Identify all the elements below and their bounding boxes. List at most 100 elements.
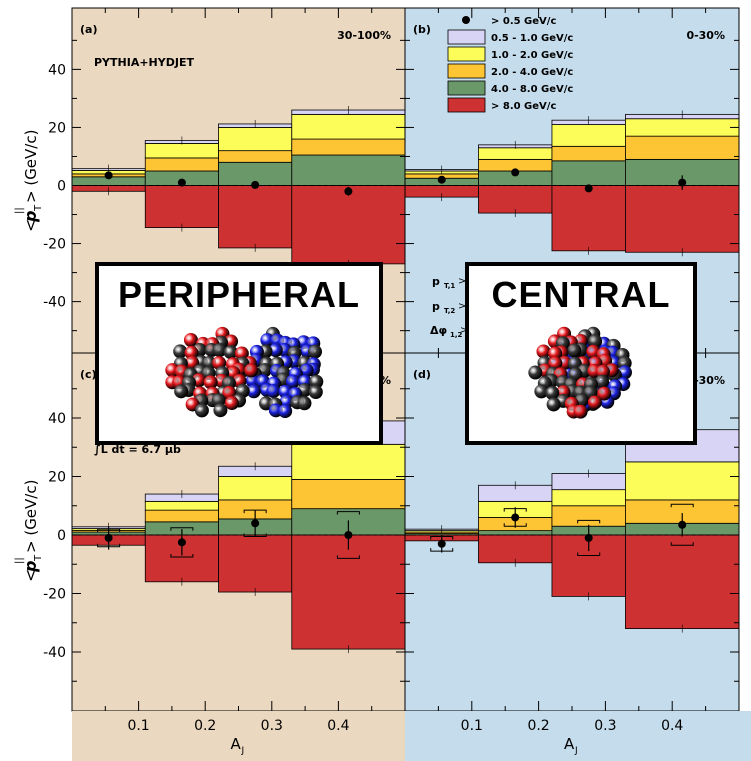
nucleon [285, 374, 300, 389]
x-tick-label: 0.4 [327, 718, 349, 734]
bar-segment [478, 147, 553, 160]
data-point [104, 171, 113, 180]
bar-segment [551, 185, 626, 252]
y-tick-label: -40 [43, 295, 66, 311]
bar-segment [218, 476, 293, 501]
peripheral-label: PERIPHERAL [117, 274, 361, 315]
cut-labels: p T,1 > p T,2 > Δφ 1,2 > [430, 275, 468, 339]
nucleon [260, 333, 275, 348]
x-axis-label: A [231, 735, 242, 753]
legend-marker [462, 16, 470, 24]
bar-segment [218, 185, 293, 249]
data-point [344, 531, 353, 539]
data-point [344, 187, 353, 196]
bar-segment [291, 479, 406, 510]
y-label-unit: > (GeV/c) [22, 130, 40, 203]
bar-segment [625, 185, 740, 253]
data-point [437, 175, 446, 184]
y-tick-label: 20 [48, 470, 66, 486]
nucleon [546, 397, 561, 412]
data-point [104, 533, 113, 542]
svg-text:1,2: 1,2 [450, 331, 463, 339]
bar-segment [625, 135, 740, 160]
x-tick-label: 0.2 [194, 718, 216, 734]
bar-segment [218, 150, 293, 163]
nucleon [268, 343, 283, 358]
x-tick-label: 0.4 [661, 718, 683, 734]
bar-segment [291, 154, 406, 186]
y-label-unit: > (GeV/c) [22, 480, 40, 553]
x-axis-label: A [564, 735, 575, 753]
panel-tag: (c) [80, 368, 97, 381]
y-label-sub: T [33, 554, 44, 562]
legend-entry: 4.0 - 8.0 GeV/c [491, 84, 573, 95]
bar-segment [551, 124, 626, 147]
systematic-bracket [336, 511, 360, 559]
svg-text:>: > [458, 276, 466, 287]
nucleon [548, 346, 563, 361]
nucleon [548, 356, 563, 371]
x-tick-label: 0.3 [261, 718, 283, 734]
svg-text:>: > [458, 301, 466, 312]
y-tick-label: -20 [43, 587, 66, 603]
nucleon [183, 333, 198, 348]
legend-swatch [447, 46, 486, 62]
bar-segment [551, 160, 626, 186]
legend-entry: 2.0 - 4.0 GeV/c [491, 67, 573, 78]
legend-entry: 1.0 - 2.0 GeV/c [491, 50, 573, 61]
data-point [511, 513, 520, 522]
nucleon [307, 344, 322, 359]
data-point [251, 519, 260, 528]
x-axis-label-sub: J [574, 746, 578, 756]
nucleon [194, 403, 209, 418]
nucleon [212, 343, 227, 358]
x-tick-label: 0.2 [527, 718, 549, 734]
bar-segment [291, 534, 406, 650]
y-tick-label: 40 [48, 62, 66, 78]
bar-segment [291, 113, 406, 140]
panel-tag: (b) [413, 23, 431, 36]
nucleon [309, 374, 324, 389]
x-tick-label: 0.1 [461, 718, 483, 734]
svg-text:T,2: T,2 [444, 307, 455, 315]
legend-entry: > 0.5 GeV/c [491, 16, 556, 27]
bar-segment [144, 509, 219, 523]
nucleon [528, 365, 543, 380]
y-tick-label: 0 [57, 528, 66, 544]
bar-segment [625, 118, 740, 137]
panel-tag: (a) [80, 23, 97, 36]
data-point [437, 539, 446, 548]
nucleon [588, 334, 603, 349]
cut-label-pt2: p [432, 300, 440, 313]
nucleon [595, 374, 610, 389]
y-label-sup: || [14, 557, 25, 564]
data-point [584, 184, 593, 193]
bar-segment [144, 185, 219, 228]
y-label-sup: || [14, 207, 25, 214]
bar-segment [478, 534, 553, 564]
nucleon [567, 343, 582, 358]
x-tick-label: 0.3 [594, 718, 616, 734]
legend-swatch [447, 80, 486, 96]
y-label-p: p [21, 561, 40, 573]
y-tick-label: 0 [57, 179, 66, 195]
y-axis-label-top: <pT || > (GeV/c) [14, 130, 44, 232]
legend-swatch [447, 63, 486, 79]
legend-entry: > 8.0 GeV/c [491, 101, 556, 112]
nucleon [587, 395, 602, 410]
centrality-label: 30-100% [337, 29, 391, 42]
nucleon [297, 396, 312, 411]
nucleon [278, 404, 293, 419]
cut-label-pt1: p [432, 275, 440, 288]
bar-segment [551, 505, 626, 527]
y-label-bracket: < [21, 219, 40, 232]
y-axis-label-bottom: <pT || > (GeV/c) [14, 480, 44, 582]
nucleon [536, 344, 551, 359]
svg-text:>: > [460, 325, 468, 336]
bar-segment [218, 534, 293, 593]
legend-entry: 0.5 - 1.0 GeV/c [491, 33, 573, 44]
y-label-sub: T [33, 204, 44, 212]
nucleon [174, 384, 189, 399]
bar-segment [291, 138, 406, 156]
nucleon [244, 363, 259, 378]
